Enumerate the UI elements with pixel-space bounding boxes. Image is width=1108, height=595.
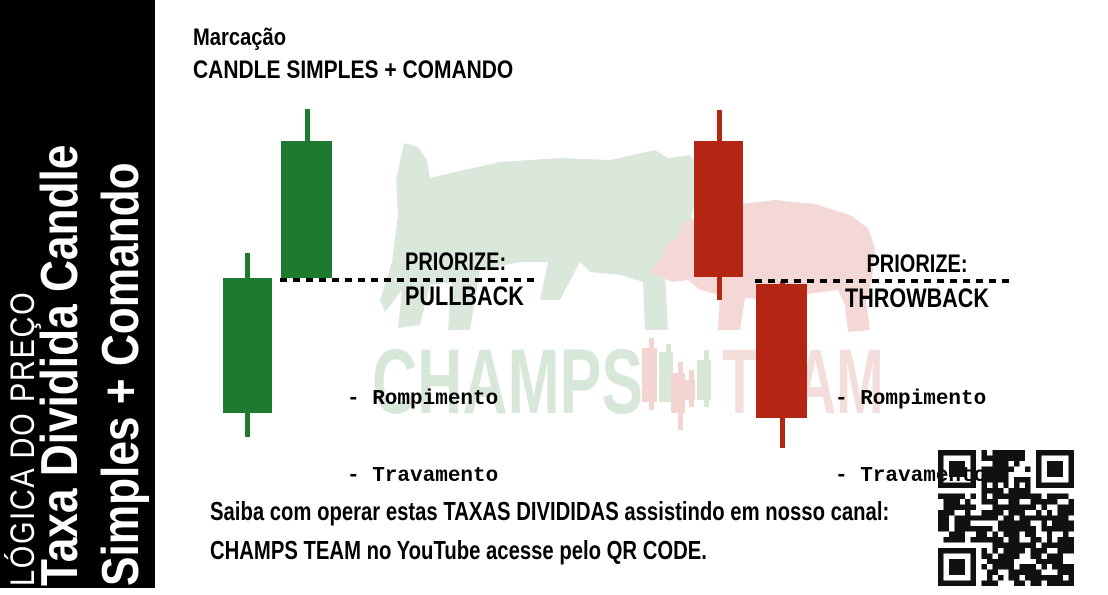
mini-candle-body [659,352,673,402]
right-bullet-1: - Rompimento [835,388,987,412]
page-title: Marcação [193,24,287,51]
right-priorize-block: PRIORIZE: THROWBACK [812,252,1022,312]
page-title-block: Marcação CANDLE SIMPLES + COMANDO [193,24,574,85]
mini-candle-body [671,373,685,413]
page-subtitle: CANDLE SIMPLES + COMANDO [193,56,514,84]
footer-line1: Saiba com operar estas TAXAS DIVIDIDAS a… [210,496,890,526]
bull-silhouette [380,143,700,330]
left-bullet-2: - Travamento [347,465,499,489]
candlestick-wick [305,109,310,141]
candlestick-body-left-big-bullish [281,141,332,278]
candlestick-body-right-big-bearish [694,141,743,277]
footer-caption: Saiba com operar estas TAXAS DIVIDIDAS a… [210,498,1081,576]
left-priorize-label: PRIORIZE: [405,248,507,276]
breakout-dotted-line-right [755,279,1011,283]
qr-code [938,450,1074,586]
mini-candle-body [697,360,711,400]
left-bullet-list: - Rompimento - Travamento [347,336,498,541]
champs-watermark-text: CHAMPS [372,331,644,433]
left-strategy-label: PULLBACK [405,281,524,311]
right-priorize-label: PRIORIZE: [866,250,968,278]
candlestick-body-left-small-bullish [223,278,272,413]
footer-line2: CHAMPS TEAM no YouTube acesse pelo QR CO… [210,535,707,565]
mini-candle-body [642,348,657,402]
left-bullet-1: - Rompimento [347,388,499,412]
left-priorize-block: PRIORIZE: PULLBACK [405,250,554,310]
mini-candle-body [684,380,695,400]
sidebar: LÓGICA DO PREÇO Taxa Dividida Candle Sim… [0,0,155,588]
right-strategy-label: THROWBACK [845,283,989,313]
breakout-dotted-line-left [280,278,540,282]
candlestick-body-right-small-bearish [756,284,807,418]
